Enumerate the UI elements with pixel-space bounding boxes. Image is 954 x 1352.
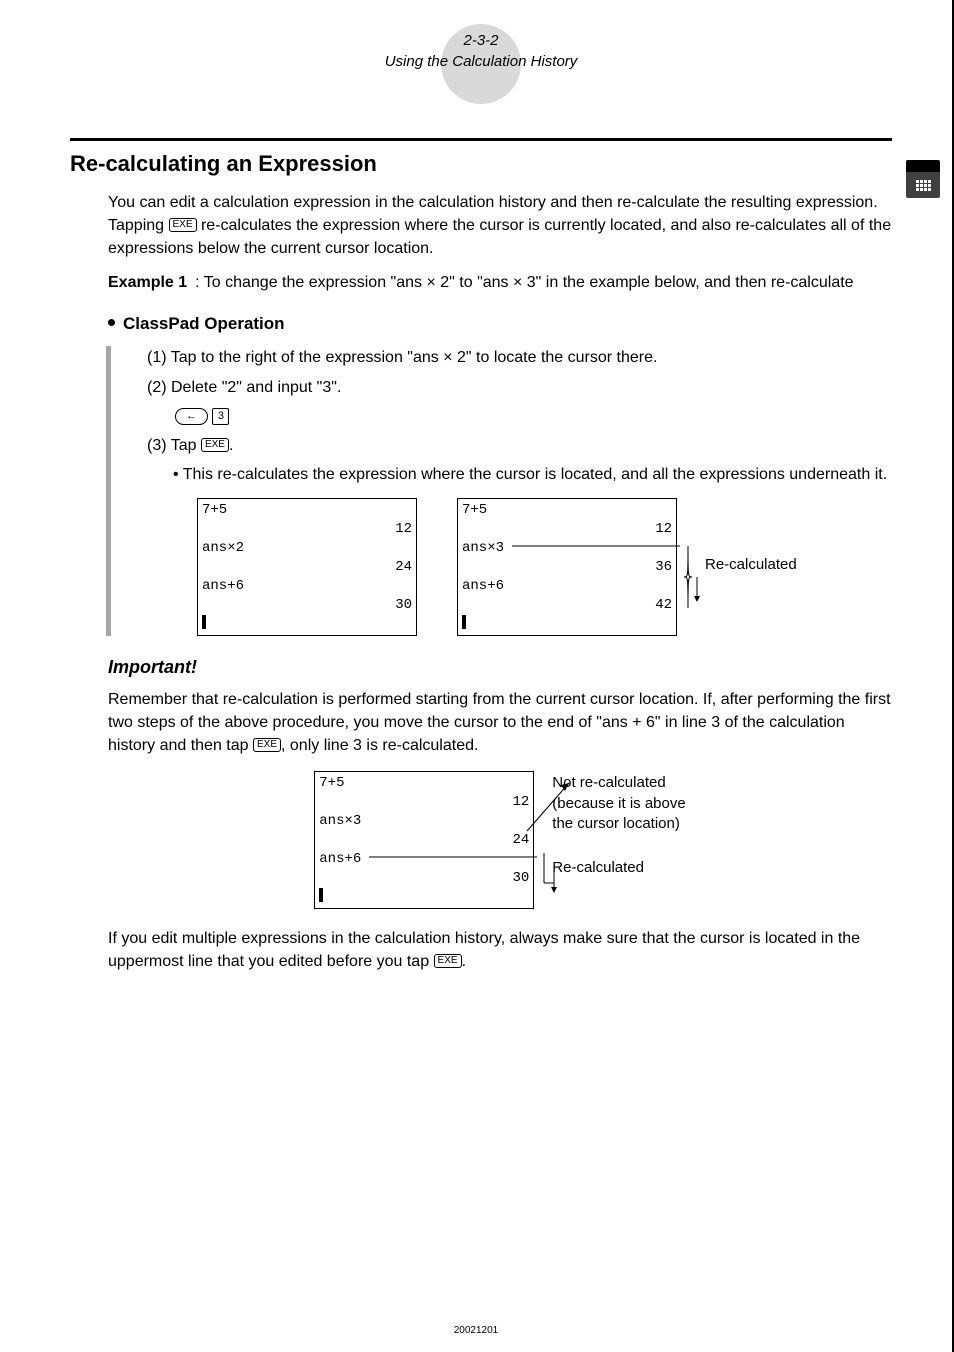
annot-recalc-bottom: Re-calculated bbox=[552, 858, 685, 878]
exe-key-icon: EXE bbox=[169, 218, 197, 232]
example-1: Example 1 : To change the expression "ans… bbox=[108, 271, 892, 294]
step-2-keys: ← 3 bbox=[175, 405, 892, 428]
step-1: (1) Tap to the right of the expression "… bbox=[147, 346, 892, 369]
important-p1b: , only line 3 is re-calculated. bbox=[281, 737, 478, 754]
header-badge: 2-3-2 Using the Calculation History bbox=[70, 30, 892, 72]
cb-r4r: 24 bbox=[512, 831, 529, 850]
cr-r5l: ans+6 bbox=[462, 577, 504, 596]
calc-screen-left: 7+5 12 ans×2 24 ans+6 30 bbox=[197, 498, 417, 635]
closing-paragraph: If you edit multiple expressions in the … bbox=[108, 927, 892, 973]
bullet-dot-icon bbox=[108, 319, 115, 326]
classpad-heading-text: ClassPad Operation bbox=[123, 314, 285, 333]
closing-p1b: . bbox=[462, 953, 466, 970]
cr-r1l: 7+5 bbox=[462, 501, 487, 520]
three-key-icon: 3 bbox=[212, 408, 229, 425]
page-ref: 2-3-2 bbox=[70, 30, 892, 51]
section-heading: Re-calculating an Expression bbox=[70, 151, 892, 177]
annot-not-recalc-3: the cursor location) bbox=[552, 814, 685, 834]
step-3-bullet: • This re-calculates the expression wher… bbox=[173, 463, 892, 486]
calc-screen-bottom: 7+5 12 ans×3 24 ans+6 30 bbox=[314, 771, 534, 908]
backspace-key-icon: ← bbox=[175, 408, 208, 425]
annot-not-recalc-1: Not re-calculated bbox=[552, 773, 685, 793]
cb-r1l: 7+5 bbox=[319, 774, 344, 793]
closing-p1a: If you edit multiple expressions in the … bbox=[108, 930, 860, 970]
cl-r3l: ans×2 bbox=[202, 539, 244, 558]
annotation-recalculated: Re-calculated bbox=[705, 554, 797, 576]
step-3a: (3) Tap bbox=[147, 437, 201, 454]
intro-paragraph: You can edit a calculation expression in… bbox=[108, 191, 892, 261]
calc-screen-right: 7+5 12 ans×3 36 ans+6 42 bbox=[457, 498, 677, 635]
example-1-text: : To change the expression "ans × 2" to … bbox=[195, 274, 853, 291]
cl-r4r: 24 bbox=[395, 558, 412, 577]
annot-not-recalc-2: (because it is above bbox=[552, 794, 685, 814]
bottom-annotations: Not re-calculated (because it is above t… bbox=[552, 771, 685, 878]
cr-r2r: 12 bbox=[655, 520, 672, 539]
exe-key-icon: EXE bbox=[253, 738, 281, 752]
intro-p1b: re-calculates the expression where the c… bbox=[108, 217, 891, 257]
cursor-icon bbox=[202, 615, 206, 629]
cursor-icon bbox=[319, 888, 323, 902]
important-p1a: Remember that re-calculation is performe… bbox=[108, 691, 891, 754]
example-1-label: Example 1 bbox=[108, 274, 187, 291]
cr-r4r: 36 bbox=[655, 558, 672, 577]
cb-r6r: 30 bbox=[512, 869, 529, 888]
cb-r2r: 12 bbox=[512, 793, 529, 812]
cb-r5l: ans+6 bbox=[319, 850, 361, 869]
cl-r2r: 12 bbox=[395, 520, 412, 539]
heading-rule bbox=[70, 138, 892, 141]
important-paragraph: Remember that re-calculation is performe… bbox=[108, 688, 892, 758]
cl-r5l: ans+6 bbox=[202, 577, 244, 596]
header-title: Using the Calculation History bbox=[70, 51, 892, 72]
exe-key-icon: EXE bbox=[434, 954, 462, 968]
footer-code: 20021201 bbox=[0, 1325, 952, 1336]
cb-r3l: ans×3 bbox=[319, 812, 361, 831]
cl-r1l: 7+5 bbox=[202, 501, 227, 520]
calculator-side-icon bbox=[906, 160, 940, 198]
step-3: (3) Tap EXE. bbox=[147, 434, 892, 457]
cr-r3l: ans×3 bbox=[462, 539, 504, 558]
cl-r6r: 30 bbox=[395, 596, 412, 615]
exe-key-icon: EXE bbox=[201, 438, 229, 452]
cr-r6r: 42 bbox=[655, 596, 672, 615]
cursor-icon bbox=[462, 615, 466, 629]
step-3b: . bbox=[229, 437, 233, 454]
step-2: (2) Delete "2" and input "3". bbox=[147, 376, 892, 399]
classpad-operation-heading: ClassPad Operation bbox=[108, 312, 892, 337]
important-heading: Important! bbox=[108, 654, 892, 680]
